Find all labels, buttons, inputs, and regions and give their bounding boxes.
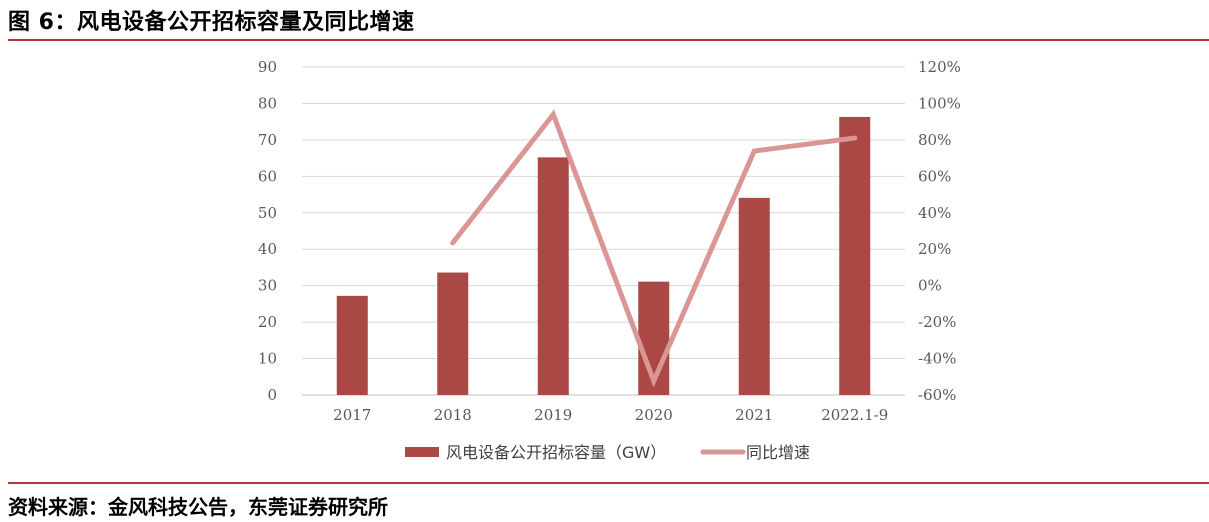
bar-series — [336, 116, 871, 395]
x-axis-tick-label: 2018 — [434, 406, 472, 424]
left-axis-tick-label: 20 — [258, 313, 277, 331]
right-axis-tick-label: 120% — [918, 58, 961, 76]
gridlines — [302, 66, 905, 396]
left-axis-tick-label: 30 — [258, 277, 277, 295]
right-axis-tick-label: 20% — [918, 240, 951, 258]
combo-chart: 0 10 20 30 40 50 60 70 80 90 -60% -40% -20% 0% 20% 40%… — [258, 58, 961, 462]
left-axis-tick-label: 90 — [258, 58, 277, 76]
bar — [537, 157, 569, 395]
x-axis-tick-label: 2021 — [735, 406, 773, 424]
right-axis-tick-label: 60% — [918, 167, 951, 185]
x-axis-tick-label: 2022.1-9 — [821, 406, 888, 424]
right-axis-tick-label: -40% — [918, 350, 956, 368]
left-axis-tick-label: 70 — [258, 131, 277, 149]
title-divider — [8, 39, 1209, 41]
right-axis-tick-label: -20% — [918, 313, 956, 331]
x-axis-ticks: 2017 2018 2019 2020 2021 2022.1-9 — [333, 406, 888, 424]
left-axis-tick-label: 80 — [258, 94, 277, 112]
source-divider — [8, 482, 1209, 484]
source-note: 资料来源：金风科技公告，东莞证券研究所 — [8, 495, 388, 519]
left-axis-tick-label: 10 — [258, 350, 277, 368]
bar — [738, 197, 770, 395]
left-axis-tick-label: 60 — [258, 167, 277, 185]
right-axis-tick-label: 80% — [918, 131, 951, 149]
x-axis-tick-label: 2020 — [635, 406, 673, 424]
legend: 风电设备公开招标容量（GW） 同比增速 — [405, 443, 810, 462]
legend-bar-label: 风电设备公开招标容量（GW） — [446, 443, 666, 462]
legend-bar-swatch — [405, 447, 439, 457]
figure-title: 图 6：风电设备公开招标容量及同比增速 — [8, 10, 415, 35]
right-axis-tick-label: 40% — [918, 204, 951, 222]
right-axis-ticks: -60% -40% -20% 0% 20% 40% 60% 80% 100% 120% — [918, 58, 961, 404]
left-axis-tick-label: 0 — [267, 386, 277, 404]
x-axis-tick-label: 2019 — [534, 406, 572, 424]
x-axis-tick-label: 2017 — [333, 406, 371, 424]
bar — [437, 272, 469, 395]
left-axis-ticks: 0 10 20 30 40 50 60 70 80 90 — [258, 58, 277, 404]
right-axis-tick-label: -60% — [918, 386, 956, 404]
left-axis-tick-label: 50 — [258, 204, 277, 222]
legend-line-label: 同比增速 — [746, 443, 810, 462]
left-axis-tick-label: 40 — [258, 240, 277, 258]
line-series — [450, 109, 858, 388]
bar — [839, 116, 871, 395]
bar — [336, 295, 368, 395]
right-axis-tick-label: 100% — [918, 94, 961, 112]
right-axis-tick-label: 0% — [918, 277, 942, 295]
